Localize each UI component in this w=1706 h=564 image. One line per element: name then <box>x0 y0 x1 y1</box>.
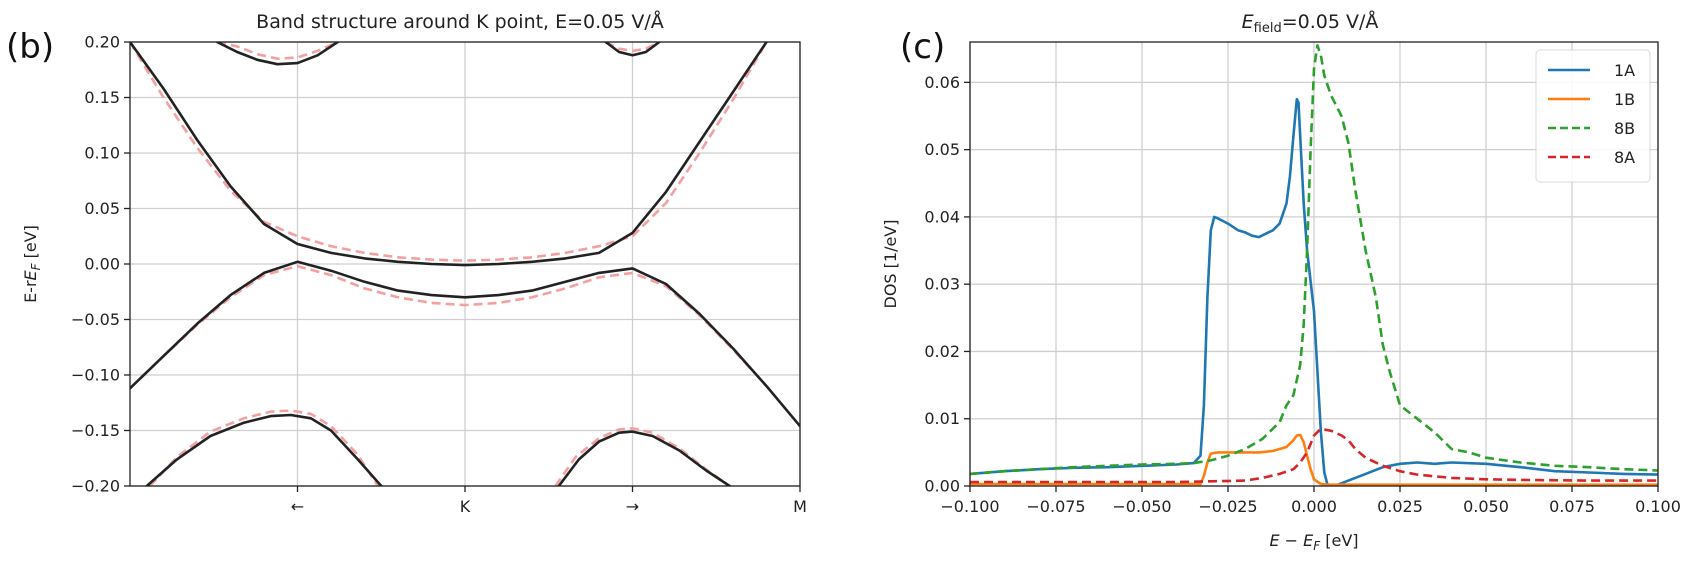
band-series-zero-field-upper <box>130 42 768 263</box>
dos-series-8a <box>970 427 1658 484</box>
dos-x-tick-label: −0.100 <box>940 497 999 516</box>
dos-xlabel-b: E <box>1303 531 1314 550</box>
dos-x-tick-label: 0.075 <box>1549 497 1595 516</box>
dos-y-axis-label: DOS [1/eV] <box>881 220 900 309</box>
band-series-field-top-pocket-right <box>604 42 661 57</box>
band-series-field-upper <box>130 42 768 267</box>
band-y-tick-label: −0.05 <box>71 310 120 329</box>
band-x-ticks: ← K → M <box>291 486 807 516</box>
band-x-tick-label: K <box>460 497 471 516</box>
legend-label-8a: 8A <box>1614 148 1635 167</box>
dos-x-tick-label: −0.050 <box>1112 497 1171 516</box>
band-ylabel-prefix: E-r <box>21 280 40 303</box>
band-y-tick-label: 0.05 <box>84 199 120 218</box>
dos-x-tick-label: 0.050 <box>1463 497 1509 516</box>
band-y-tick-label: 0.15 <box>84 88 120 107</box>
panel-label-b: (b) <box>6 27 54 67</box>
dos-title-sub: field <box>1254 21 1282 36</box>
legend-box <box>1535 49 1651 183</box>
band-series-field-bottom-right <box>557 430 731 486</box>
band-y-axis-label: E-rEF [eV] <box>21 225 43 303</box>
band-ylabel-sub: F <box>29 262 43 270</box>
dos-x-tick-label: 0.000 <box>1291 497 1337 516</box>
dos-x-tick-label: −0.025 <box>1198 497 1257 516</box>
dos-xlabel-a: E <box>1269 531 1280 550</box>
band-series-zero-field-bottom-left <box>149 409 379 486</box>
band-chart-title: Band structure around K point, E=0.05 V/… <box>256 10 664 33</box>
dos-legend: 1A 1B 8B 8A <box>1535 49 1651 183</box>
dos-series-1b <box>970 433 1658 486</box>
dos-xlabel-op: − <box>1280 531 1304 550</box>
band-ylabel-symbol: E <box>21 269 40 280</box>
band-series-zero-field-top-pocket-right <box>605 42 660 53</box>
band-series-field-bottom-left <box>145 413 383 486</box>
band-series-field-mid-valence <box>130 260 800 428</box>
band-series-field-top-pocket-left <box>215 42 340 66</box>
dos-xlabel-sub: F <box>1313 539 1321 553</box>
dos-y-tick-label: 0.02 <box>924 342 960 361</box>
band-series <box>130 42 800 486</box>
band-x-tick-label: ← <box>291 497 304 516</box>
band-y-tick-label: 0.00 <box>84 255 120 274</box>
band-series-zero-field-top-pocket-left <box>216 42 339 61</box>
dos-panel: (c) Efield=0.05 V/Å 0.00 0.01 0.02 0.03 0.04… <box>881 10 1681 553</box>
dos-xlabel-unit: [eV] <box>1320 531 1358 550</box>
dos-x-tick-label: −0.075 <box>1026 497 1085 516</box>
band-structure-panel: (b) Band structure around K point, E=0.0… <box>6 10 807 516</box>
band-ylabel-unit: [eV] <box>21 225 40 263</box>
band-x-tick-label: → <box>626 497 639 516</box>
dos-y-tick-label: 0.05 <box>924 140 960 159</box>
dos-y-tick-label: 0.06 <box>924 73 960 92</box>
dos-x-tick-label: 0.100 <box>1635 497 1681 516</box>
dos-y-tick-label: 0.04 <box>924 207 960 226</box>
dos-y-ticks: 0.00 0.01 0.02 0.03 0.04 0.05 0.06 <box>924 73 970 496</box>
dos-y-tick-label: 0.00 <box>924 477 960 496</box>
band-y-tick-label: −0.15 <box>71 421 120 440</box>
dos-series <box>970 44 1658 486</box>
dos-series-1a <box>970 97 1658 486</box>
band-y-tick-label: −0.10 <box>71 366 120 385</box>
dos-series-8b <box>970 44 1658 476</box>
dos-x-tick-label: 0.025 <box>1377 497 1423 516</box>
band-y-ticks: 0.20 0.15 0.10 0.05 0.00 −0.05 −0.10 −0.15 −0.20 <box>71 33 130 496</box>
band-y-tick-label: 0.20 <box>84 33 120 52</box>
dos-x-axis-label: E − EF [eV] <box>1269 531 1358 553</box>
legend-label-8b: 8B <box>1614 119 1635 138</box>
legend-label-1b: 1B <box>1614 90 1635 109</box>
legend-label-1a: 1A <box>1614 61 1635 80</box>
band-y-tick-label: −0.20 <box>71 477 120 496</box>
dos-title-rest: =0.05 V/Å <box>1282 10 1379 33</box>
dos-y-tick-label: 0.01 <box>924 409 960 428</box>
band-y-tick-label: 0.10 <box>84 144 120 163</box>
dos-title-symbol: E <box>1242 11 1254 33</box>
panel-label-c: (c) <box>900 27 945 67</box>
dos-chart-title: Efield=0.05 V/Å <box>1242 10 1379 36</box>
dos-x-ticks: −0.100 −0.075 −0.050 −0.025 0.000 0.025 0.050 0… <box>940 486 1681 516</box>
dos-y-tick-label: 0.03 <box>924 275 960 294</box>
band-x-tick-label: M <box>793 497 807 516</box>
